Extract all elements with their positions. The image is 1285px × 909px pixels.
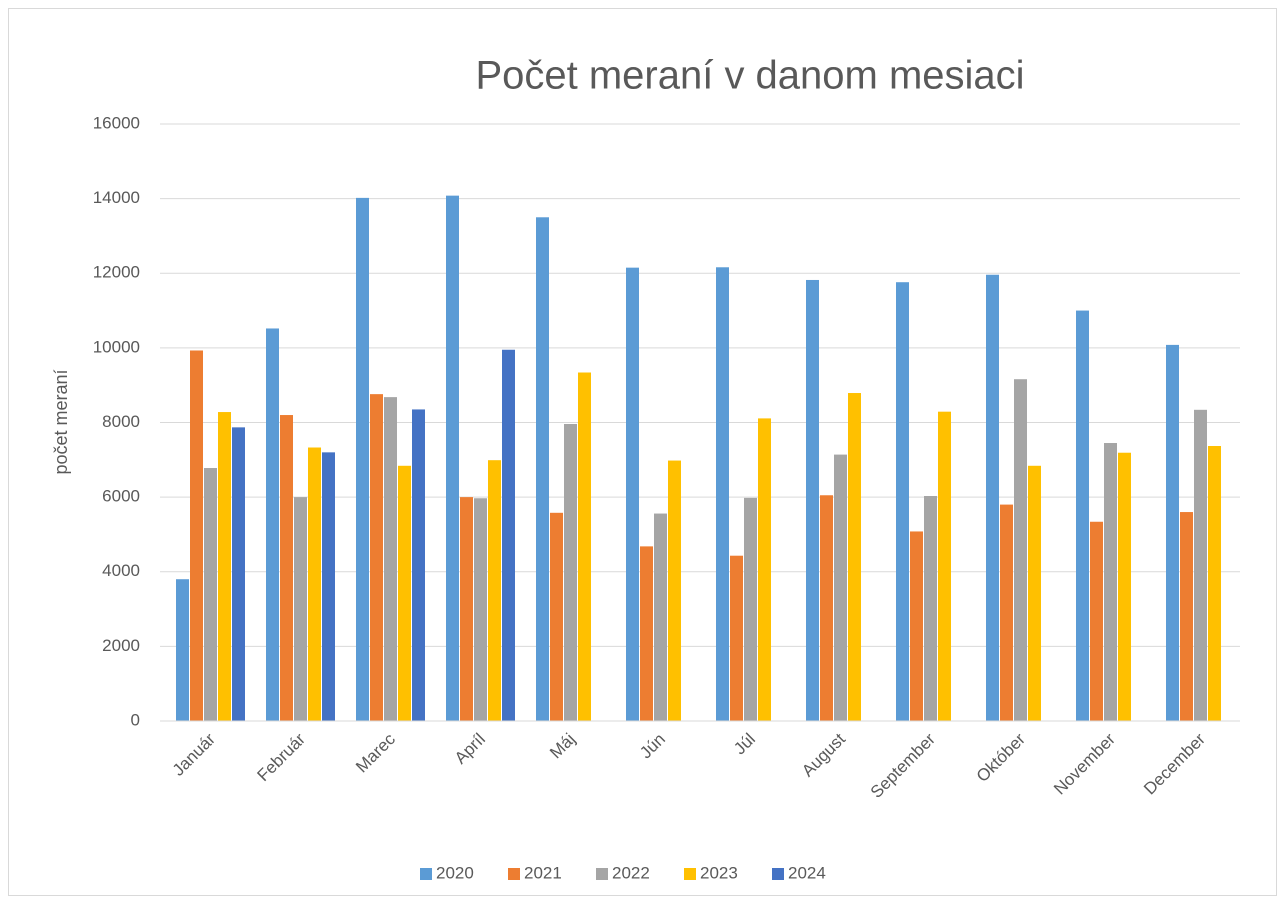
y-tick-label: 2000 xyxy=(102,636,140,655)
legend-label: 2020 xyxy=(436,863,474,882)
bar xyxy=(848,393,861,721)
bar xyxy=(398,465,411,721)
y-tick-label: 16000 xyxy=(93,113,140,132)
bar xyxy=(1000,504,1013,721)
bar xyxy=(640,546,653,721)
legend-swatch xyxy=(772,868,784,880)
bar xyxy=(938,411,951,721)
bar xyxy=(232,427,245,721)
bar xyxy=(474,498,487,721)
bar xyxy=(578,372,591,721)
bar xyxy=(758,418,771,721)
bar xyxy=(488,460,501,721)
y-tick-label: 10000 xyxy=(93,337,140,356)
bar xyxy=(322,452,335,721)
bar xyxy=(412,409,425,721)
bar xyxy=(1166,344,1179,721)
legend-swatch xyxy=(420,868,432,880)
bar xyxy=(356,197,369,721)
bar xyxy=(564,423,577,721)
bar xyxy=(280,415,293,721)
bar xyxy=(218,412,231,721)
bar xyxy=(1014,379,1027,721)
legend-swatch xyxy=(684,868,696,880)
bar xyxy=(308,447,321,721)
bar xyxy=(550,512,563,721)
bar xyxy=(716,267,729,721)
bar xyxy=(1180,512,1193,721)
bar xyxy=(370,394,383,721)
chart-title: Počet meraní v danom mesiaci xyxy=(475,54,1024,98)
bar xyxy=(536,217,549,721)
bar xyxy=(266,328,279,721)
bar xyxy=(176,579,189,721)
bar xyxy=(668,460,681,721)
bar xyxy=(654,513,667,721)
y-tick-label: 4000 xyxy=(102,561,140,580)
y-tick-label: 14000 xyxy=(93,188,140,207)
bar xyxy=(502,349,515,721)
bar xyxy=(294,497,307,721)
y-tick-label: 0 xyxy=(131,710,140,729)
y-axis-label: počet meraní xyxy=(51,369,71,474)
bar xyxy=(910,531,923,721)
legend-label: 2021 xyxy=(524,863,562,882)
bar xyxy=(744,497,757,721)
bar xyxy=(1104,443,1117,721)
bar xyxy=(1118,452,1131,721)
legend-label: 2022 xyxy=(612,863,650,882)
bar xyxy=(204,468,217,721)
bar xyxy=(820,495,833,721)
bar xyxy=(986,274,999,721)
bar xyxy=(834,454,847,721)
bar xyxy=(190,350,203,721)
bar xyxy=(1090,521,1103,721)
y-tick-label: 6000 xyxy=(102,487,140,506)
bar xyxy=(730,555,743,721)
bar xyxy=(446,195,459,721)
bar xyxy=(1028,465,1041,721)
legend-label: 2024 xyxy=(788,863,826,882)
bar xyxy=(460,497,473,721)
bar xyxy=(924,496,937,721)
legend-label: 2023 xyxy=(700,863,738,882)
legend-swatch xyxy=(508,868,520,880)
bar xyxy=(1194,409,1207,721)
bar xyxy=(806,279,819,721)
bar xyxy=(384,397,397,721)
bar xyxy=(896,282,909,721)
bar xyxy=(626,267,639,721)
bar xyxy=(1076,310,1089,721)
legend-swatch xyxy=(596,868,608,880)
y-tick-label: 8000 xyxy=(102,412,140,431)
y-tick-label: 12000 xyxy=(93,263,140,282)
bar xyxy=(1208,446,1221,721)
